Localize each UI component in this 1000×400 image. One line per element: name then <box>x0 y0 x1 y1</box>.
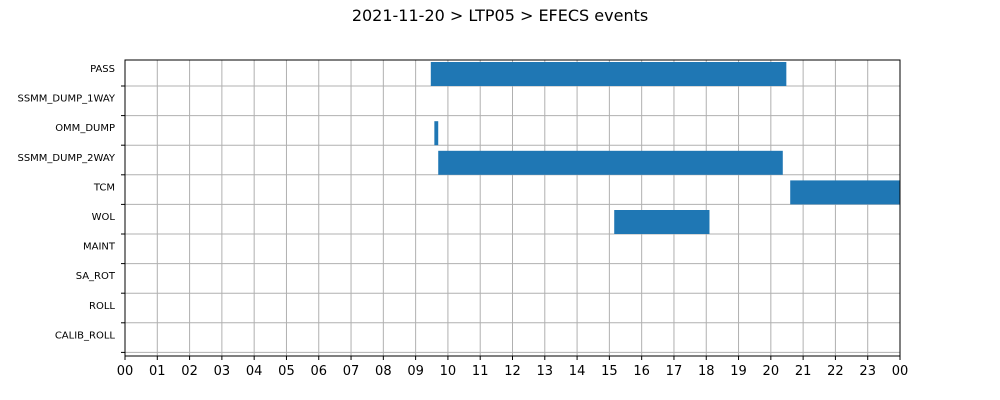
x-tick-label: 11 <box>472 364 489 379</box>
event-bar-wol <box>614 210 710 234</box>
chart-title: 2021-11-20 > LTP05 > EFECS events <box>351 6 649 25</box>
x-tick-label: 08 <box>375 364 392 379</box>
x-tick-label: 13 <box>537 364 554 379</box>
x-tick-label: 01 <box>149 364 166 379</box>
y-tick-label: TCM <box>93 182 115 193</box>
x-tick-label: 00 <box>117 364 134 379</box>
x-tick-label: 02 <box>181 364 198 379</box>
plot-frame <box>124 59 901 357</box>
y-tick-label: OMM_DUMP <box>55 123 115 134</box>
x-tick-label: 16 <box>633 364 650 379</box>
y-tick-label: CALIB_ROLL <box>55 330 116 341</box>
y-tick-label: ROLL <box>89 301 115 312</box>
axis-layer: 00 01 02 03 04 05 06 07 08 09 10 11 12 13 14 15 16 17 18 19… <box>17 64 908 379</box>
grid-layer <box>124 60 901 356</box>
x-tick-label: 19 <box>730 364 747 379</box>
x-tick-label: 20 <box>763 364 780 379</box>
x-tick-label: 06 <box>310 364 327 379</box>
x-tick-label: 15 <box>601 364 618 379</box>
x-tick-label: 05 <box>278 364 295 379</box>
y-tick-label: MAINT <box>83 242 116 253</box>
event-bar-tcm <box>790 180 900 205</box>
event-bar-pass <box>430 62 787 86</box>
bars-layer <box>430 62 900 234</box>
x-tick-label: 22 <box>827 364 844 379</box>
x-tick-label: 09 <box>407 364 424 379</box>
event-bar-ssmm-dump-2way <box>438 150 783 175</box>
x-tick-label: 00 <box>892 364 909 379</box>
x-tick-label: 12 <box>504 364 521 379</box>
x-tick-label: 17 <box>666 364 683 379</box>
x-tick-label: 03 <box>214 364 231 379</box>
y-tick-label: WOL <box>92 212 116 223</box>
x-tick-label: 23 <box>859 364 876 379</box>
y-tick-label: PASS <box>90 64 115 75</box>
x-tick-label: 04 <box>246 364 263 379</box>
event-bar-omm-dump <box>434 121 439 146</box>
x-tick-label: 10 <box>440 364 457 379</box>
x-tick-label: 07 <box>343 364 360 379</box>
x-tick-label: 14 <box>569 364 586 379</box>
x-tick-label: 21 <box>795 364 812 379</box>
y-tick-label: SSMM_DUMP_2WAY <box>17 153 115 164</box>
y-tick-label: SA_ROT <box>76 271 116 282</box>
y-tick-label: SSMM_DUMP_1WAY <box>17 94 115 105</box>
x-tick-label: 18 <box>698 364 715 379</box>
